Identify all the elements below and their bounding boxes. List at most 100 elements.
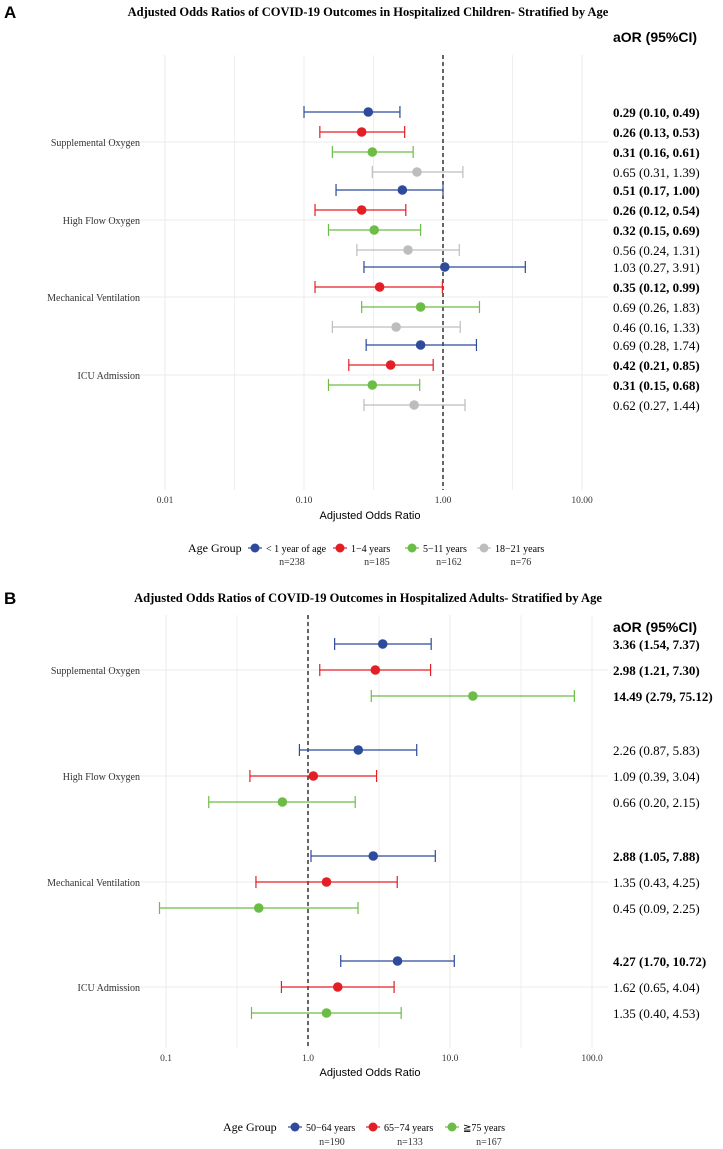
legend-swatch-point: [250, 543, 260, 553]
legend-swatch-point: [335, 543, 345, 553]
x-tick-label: 100.0: [581, 1054, 603, 1064]
chart-title: Adjusted Odds Ratios of COVID-19 Outcome…: [134, 591, 602, 605]
point-estimate: [367, 147, 378, 157]
point-estimate: [468, 691, 478, 701]
point-estimate: [253, 903, 264, 913]
point-estimate: [363, 107, 374, 117]
category-label: Mechanical Ventilation: [47, 878, 140, 889]
point-estimate: [439, 262, 450, 272]
aor-value: 1.09 (0.39, 3.04): [613, 769, 700, 784]
legend-title: Age Group: [188, 541, 242, 555]
point-estimate: [385, 360, 396, 370]
aor-value: 4.27 (1.70, 10.72): [613, 954, 706, 969]
category-label: High Flow Oxygen: [63, 216, 140, 227]
point-estimate: [415, 302, 426, 312]
aor-value: 2.98 (1.21, 7.30): [613, 663, 700, 678]
legend-label: 65−74 years: [384, 1123, 433, 1134]
category-label: ICU Admission: [77, 371, 140, 382]
legend-n: n=133: [397, 1137, 423, 1148]
legend-swatch-point: [447, 1122, 457, 1132]
legend-swatch-point: [368, 1122, 378, 1132]
category-label: High Flow Oxygen: [63, 772, 140, 783]
legend-n: n=190: [319, 1137, 345, 1148]
x-tick-label: 0.10: [296, 496, 313, 506]
legend-n: n=238: [279, 557, 305, 568]
legend-n: n=167: [476, 1137, 502, 1148]
aor-value: 0.62 (0.27, 1.44): [613, 398, 700, 413]
aor-value: 0.31 (0.16, 0.61): [613, 145, 700, 160]
point-estimate: [369, 225, 380, 235]
aor-value: 1.35 (0.43, 4.25): [613, 875, 700, 890]
aor-value: 1.03 (0.27, 3.91): [613, 260, 700, 275]
aor-value: 0.31 (0.15, 0.68): [613, 378, 700, 393]
aor-value: 2.26 (0.87, 5.83): [613, 743, 700, 758]
legend-n: n=76: [511, 557, 532, 568]
aor-value: 0.65 (0.31, 1.39): [613, 165, 700, 180]
point-estimate: [412, 167, 422, 177]
aor-value: 0.46 (0.16, 1.33): [613, 320, 700, 335]
panel-label: B: [4, 589, 16, 608]
aor-value: 2.88 (1.05, 7.88): [613, 849, 700, 864]
legend-title: Age Group: [223, 1120, 277, 1134]
point-estimate: [308, 771, 319, 781]
aor-value: 1.35 (0.40, 4.53): [613, 1006, 700, 1021]
point-estimate: [409, 400, 419, 410]
legend-label: 1−4 years: [351, 544, 390, 555]
point-estimate: [356, 205, 367, 215]
aor-value: 0.42 (0.21, 0.85): [613, 358, 700, 373]
aor-value: 0.51 (0.17, 1.00): [613, 183, 700, 198]
point-estimate: [367, 380, 378, 390]
legend-swatch-point: [479, 543, 489, 553]
point-estimate: [321, 1008, 332, 1018]
aor-value: 0.29 (0.10, 0.49): [613, 105, 700, 120]
x-tick-label: 1.0: [302, 1054, 314, 1064]
column-header: aOR (95%CI): [613, 619, 697, 635]
x-axis-label: Adjusted Odds Ratio: [320, 510, 421, 522]
x-tick-label: 10.0: [442, 1054, 459, 1064]
aor-value: 1.62 (0.65, 4.04): [613, 980, 700, 995]
point-estimate: [353, 745, 364, 755]
x-tick-label: 1.00: [435, 496, 452, 506]
x-tick-label: 0.01: [157, 496, 174, 506]
point-estimate: [332, 982, 343, 992]
point-estimate: [277, 797, 288, 807]
aor-value: 3.36 (1.54, 7.37): [613, 637, 700, 652]
point-estimate: [415, 340, 426, 350]
legend-swatch-point: [290, 1122, 300, 1132]
aor-value: 0.35 (0.12, 0.99): [613, 280, 700, 295]
legend-label: ≧75 years: [463, 1123, 505, 1134]
legend-label: 5−11 years: [423, 544, 467, 555]
category-label: Mechanical Ventilation: [47, 293, 140, 304]
legend-label: < 1 year of age: [266, 544, 327, 555]
legend-n: n=162: [436, 557, 462, 568]
aor-value: 0.26 (0.12, 0.54): [613, 203, 700, 218]
aor-value: 14.49 (2.79, 75.12): [613, 689, 713, 704]
x-axis-label: Adjusted Odds Ratio: [320, 1067, 421, 1079]
x-tick-label: 0.1: [160, 1054, 172, 1064]
point-estimate: [321, 877, 332, 887]
aor-value: 0.56 (0.24, 1.31): [613, 243, 700, 258]
aor-value: 0.69 (0.26, 1.83): [613, 300, 700, 315]
point-estimate: [377, 639, 388, 649]
aor-value: 0.69 (0.28, 1.74): [613, 338, 700, 353]
point-estimate: [397, 185, 408, 195]
x-tick-label: 10.00: [571, 496, 593, 506]
point-estimate: [368, 851, 379, 861]
point-estimate: [392, 956, 403, 966]
point-estimate: [391, 322, 401, 332]
legend-n: n=185: [364, 557, 390, 568]
aor-value: 0.45 (0.09, 2.25): [613, 901, 700, 916]
legend-swatch-point: [407, 543, 417, 553]
point-estimate: [403, 245, 413, 255]
point-estimate: [356, 127, 367, 137]
legend-label: 50−64 years: [306, 1123, 355, 1134]
aor-value: 0.66 (0.20, 2.15): [613, 795, 700, 810]
legend-label: 18−21 years: [495, 544, 544, 555]
panel-label: A: [4, 3, 16, 22]
category-label: Supplemental Oxygen: [51, 666, 140, 677]
point-estimate: [374, 282, 385, 292]
category-label: Supplemental Oxygen: [51, 138, 140, 149]
column-header: aOR (95%CI): [613, 29, 697, 45]
aor-value: 0.32 (0.15, 0.69): [613, 223, 700, 238]
